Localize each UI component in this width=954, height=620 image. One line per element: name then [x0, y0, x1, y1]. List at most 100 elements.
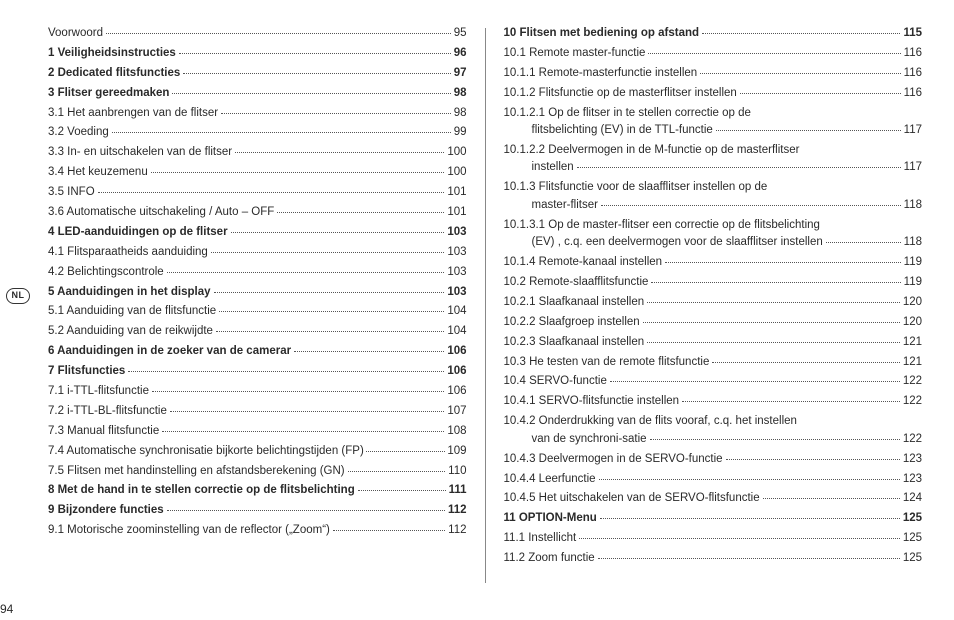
toc-entry: 10.1.4 Remote-kanaal instellen 119 [504, 257, 923, 269]
toc-entry-title-cont: (EV) , c.q. een deelvermogen voor de sla… [532, 237, 823, 249]
toc-leader [702, 33, 900, 34]
toc-leader [151, 172, 445, 173]
toc-entry-title-cont: instellen [532, 162, 574, 174]
toc-entry-title: 11.1 Instellicht [504, 533, 577, 545]
toc-entry-page: 124 [903, 493, 922, 505]
toc-entry: 5.2 Aanduiding van de reikwijdte 104 [48, 326, 467, 338]
toc-leader [179, 53, 451, 54]
toc-leader [579, 538, 900, 539]
toc-entry: 7.3 Manual flitsfunctie108 [48, 426, 467, 438]
toc-entry-title: 3 Flitser gereedmaken [48, 88, 169, 100]
toc-entry-title-cont: van de synchroni-satie [532, 434, 647, 446]
toc-entry-title: Voorwoord [48, 28, 103, 40]
toc-entry: 1 Veiligheidsinstructies96 [48, 48, 467, 60]
toc-leader [763, 498, 900, 499]
toc-entry: Voorwoord95 [48, 28, 467, 40]
toc-entry-title: 10.3 He testen van de remote flitsfuncti… [504, 357, 710, 369]
toc-entry-page: 110 [448, 466, 466, 478]
toc-leader [610, 381, 900, 382]
toc-leader [98, 192, 445, 193]
toc-entry: 4.1 Flitsparaatheids aanduiding103 [48, 247, 467, 259]
toc-entry-title: 10.4.3 Deelvermogen in de SERVO-functie [504, 454, 723, 466]
toc-entry-title: 10.1.3.1 Op de master-flitser een correc… [504, 220, 820, 232]
toc-leader [219, 311, 444, 312]
toc-entry-title: 3.1 Het aanbrengen van de flitser [48, 108, 218, 120]
toc-leader [601, 205, 901, 206]
toc-entry-page: 101 [447, 187, 466, 199]
toc-entry-title: 10.2.3 Slaafkanaal instellen [504, 337, 645, 349]
toc-leader [700, 73, 900, 74]
toc-entry: 10.4 SERVO-functie122 [504, 376, 923, 388]
toc-entry-title: 4.1 Flitsparaatheids aanduiding [48, 247, 208, 259]
toc-entry: 10.4.2 Onderdrukking van de flits vooraf… [504, 416, 923, 445]
toc-leader [577, 167, 901, 168]
toc-entry-title: 10.4.2 Onderdrukking van de flits vooraf… [504, 416, 797, 428]
toc-entry-title-cont: flitsbelichting (EV) in de TTL-functie [532, 125, 713, 137]
toc-entry-page: 104 [447, 306, 466, 318]
toc-entry-page: 106 [447, 386, 466, 398]
toc-entry-title: 7.2 i-TTL-BL-flitsfunctie [48, 406, 167, 418]
toc-leader [358, 490, 446, 491]
toc-entry-page: 122 [903, 376, 922, 388]
toc-entry: 10.4.4 Leerfunctie123 [504, 474, 923, 486]
toc-entry: 3.6 Automatische uitschakeling / Auto – … [48, 207, 467, 219]
toc-leader [214, 292, 445, 293]
toc-leader [216, 331, 444, 332]
toc-leader [172, 93, 450, 94]
toc-entry: 10.2.3 Slaafkanaal instellen121 [504, 337, 923, 349]
toc-entry-page: 104 [447, 326, 466, 338]
toc-leader [366, 451, 446, 452]
toc-leader [294, 351, 444, 352]
toc-entry: 5.1 Aanduiding van de flitsfunctie104 [48, 306, 467, 318]
toc-entry-title: 9.1 Motorische zoominstelling van de ref… [48, 525, 330, 537]
toc-leader [235, 152, 444, 153]
toc-entry: 9 Bijzondere functies112 [48, 505, 467, 517]
toc-column-right: 10 Flitsen met bediening op afstand11510… [486, 28, 923, 583]
toc-entry: 10.4.5 Het uitschakelen van de SERVO-fli… [504, 493, 923, 505]
toc-entry-page: 101 [447, 207, 466, 219]
toc-entry-page: 118 [904, 237, 922, 249]
toc-leader [712, 362, 899, 363]
toc-entry-title: 3.6 Automatische uitschakeling / Auto – … [48, 207, 274, 219]
toc-entry-title: 10 Flitsen met bediening op afstand [504, 28, 700, 40]
toc-entry-page: 118 [904, 200, 922, 212]
toc-leader [221, 113, 451, 114]
toc-entry-page: 120 [903, 297, 922, 309]
toc-entry-title-cont: master-flitser [532, 200, 598, 212]
toc-leader [651, 282, 900, 283]
toc-entry-title: 7 Flitsfuncties [48, 366, 125, 378]
toc-entry-title: 3.4 Het keuzemenu [48, 167, 148, 179]
toc-entry-title: 3.2 Voeding [48, 127, 109, 139]
toc-leader [600, 518, 900, 519]
toc-entry-title: 10.4.4 Leerfunctie [504, 474, 596, 486]
toc-entry-title: 3.3 In- en uitschakelen van de flitser [48, 147, 232, 159]
toc-leader [665, 262, 901, 263]
toc-entry-title: 10.1.4 Remote-kanaal instellen [504, 257, 663, 269]
toc-entry: 9.1 Motorische zoominstelling van de ref… [48, 525, 467, 537]
toc-entry: 3.4 Het keuzemenu100 [48, 167, 467, 179]
toc-entry: 3.1 Het aanbrengen van de flitser98 [48, 108, 467, 120]
toc-entry-title: 10.4.1 SERVO-flitsfunctie instellen [504, 396, 680, 408]
toc-leader [647, 302, 900, 303]
toc-column-left: Voorwoord951 Veiligheidsinstructies962 D… [48, 28, 486, 583]
toc-entry-title: 10.1.2.2 Deelvermogen in de M-functie op… [504, 145, 800, 157]
toc-entry-page: 117 [904, 162, 922, 174]
toc-entry-title: 5.2 Aanduiding van de reikwijdte [48, 326, 213, 338]
toc-entry-page: 109 [447, 446, 466, 458]
toc-entry: 7.5 Flitsen met handinstelling en afstan… [48, 466, 467, 478]
toc-entry-page: 111 [449, 485, 467, 497]
toc-leader [348, 471, 446, 472]
toc-entry-page: 98 [454, 88, 467, 100]
toc-entry-page: 119 [904, 257, 922, 269]
toc-leader [231, 232, 445, 233]
toc-entry-title: 11.2 Zoom functie [504, 553, 595, 565]
toc-entry-page: 117 [904, 125, 922, 137]
toc-leader [650, 439, 900, 440]
toc-entry-title: 10.2.2 Slaafgroep instellen [504, 317, 640, 329]
toc-entry-title: 10.1.2.1 Op de flitser in te stellen cor… [504, 108, 751, 120]
toc-entry-title: 7.4 Automatische synchronisatie bijkorte… [48, 446, 364, 458]
toc-entry-page: 116 [904, 88, 922, 100]
toc-entry-title: 10.1.1 Remote-masterfunctie instellen [504, 68, 698, 80]
toc-entry: 6 Aanduidingen in de zoeker van de camer… [48, 346, 467, 358]
toc-entry-page: 106 [447, 366, 466, 378]
